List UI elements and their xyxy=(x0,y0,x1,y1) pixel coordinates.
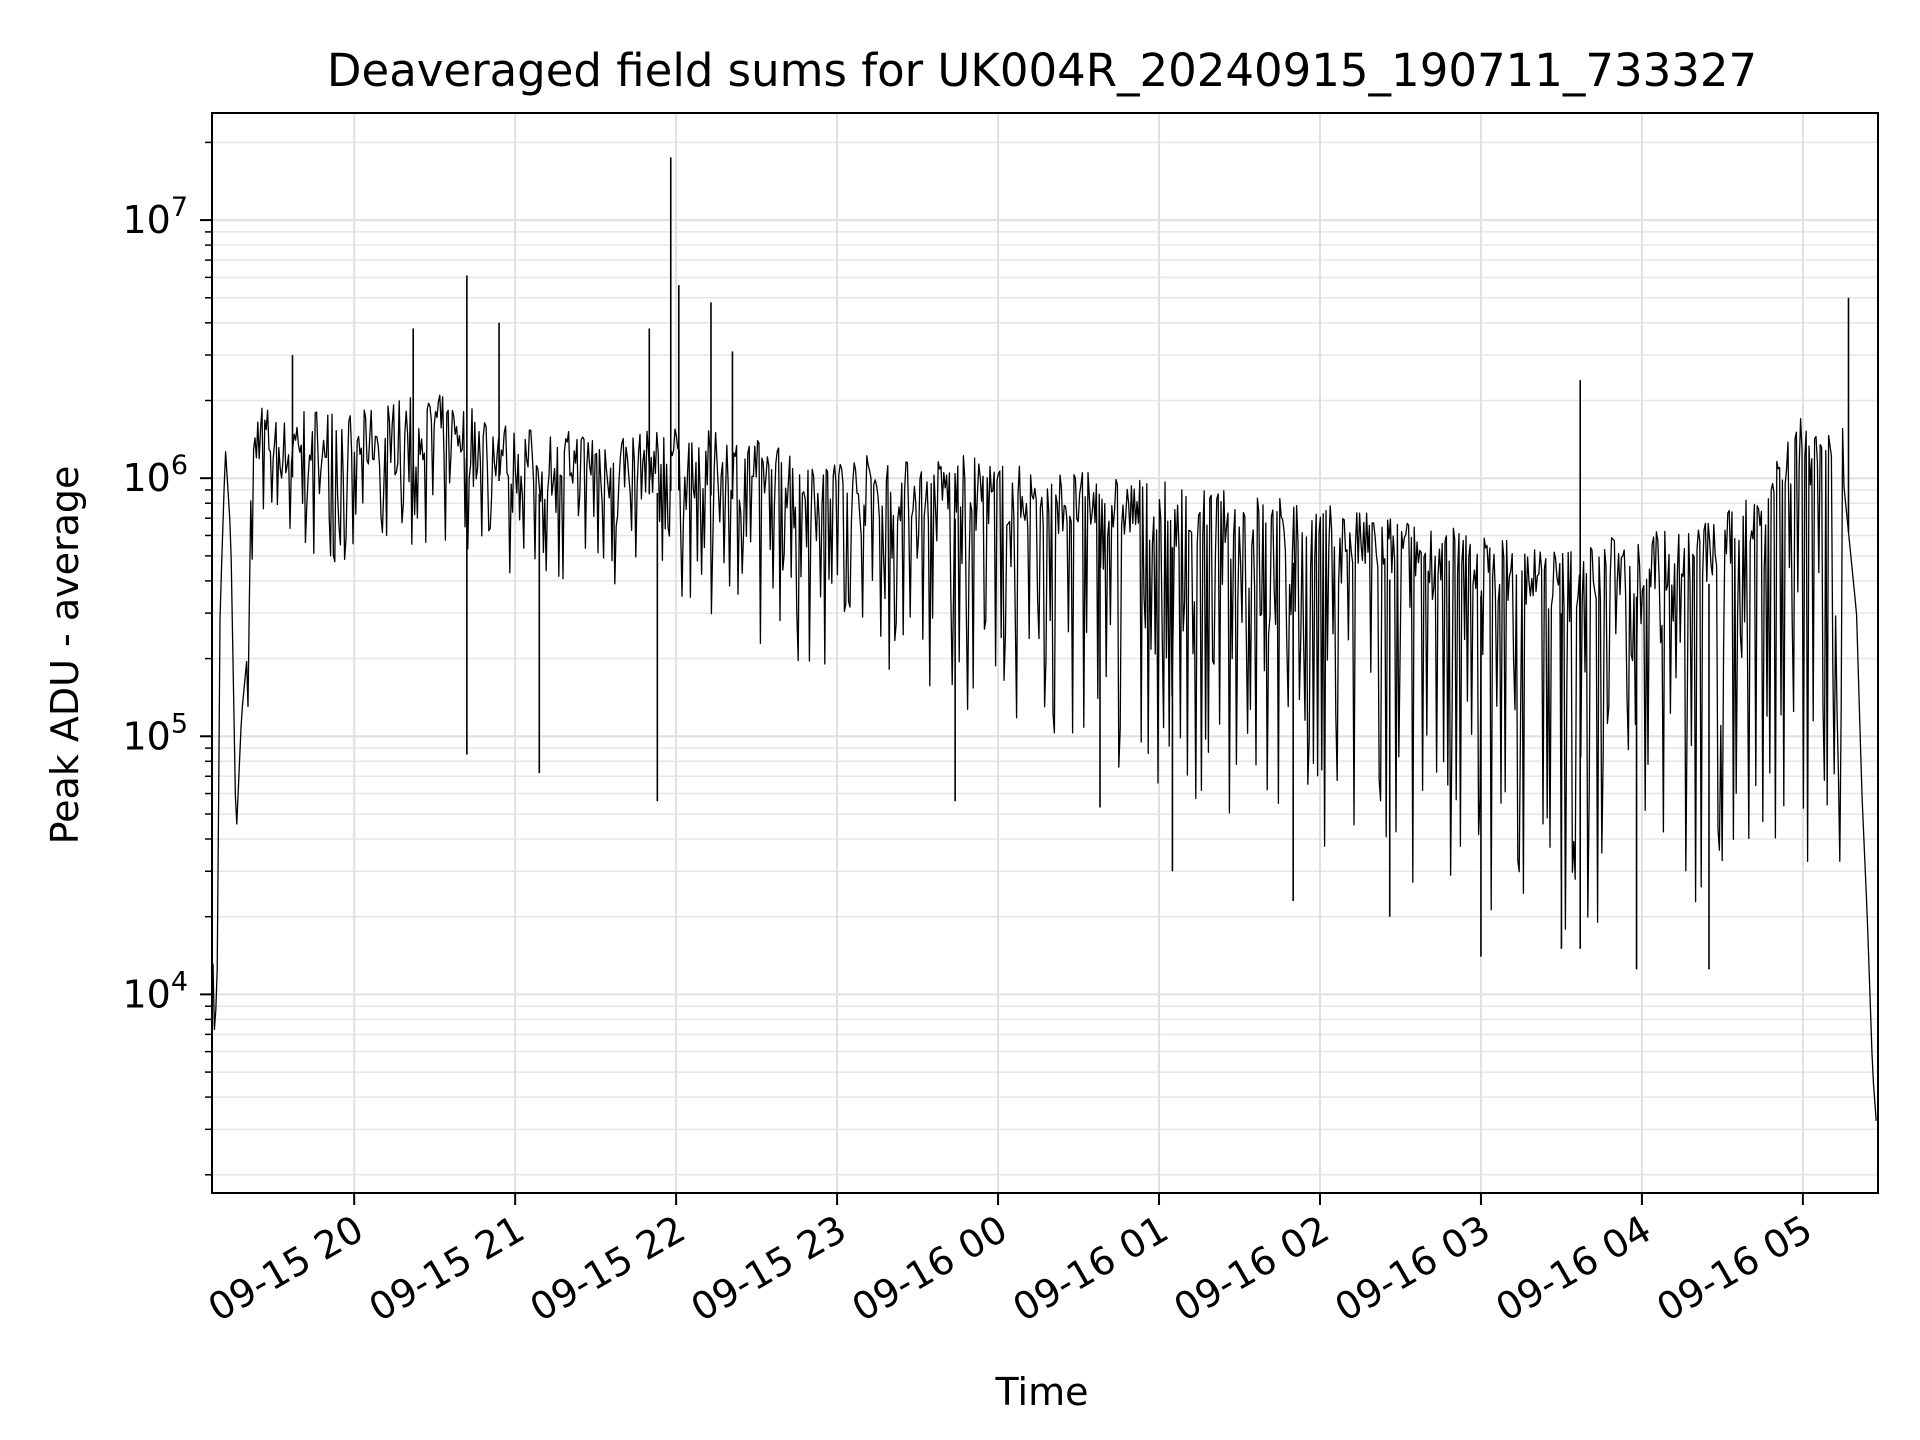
y-tick-label: 104 xyxy=(122,966,188,1016)
series-layer xyxy=(212,157,1877,1121)
chart-title: Deaveraged field sums for UK004R_2024091… xyxy=(327,44,1757,97)
axes-frame xyxy=(211,112,1879,1194)
x-axis-label: Time xyxy=(995,1370,1089,1414)
y-tick-label: 106 xyxy=(122,450,188,500)
series-line xyxy=(212,394,1877,1121)
y-axis-label: Peak ADU - average xyxy=(43,466,87,845)
y-tick-label: 107 xyxy=(122,192,188,242)
grid-lines xyxy=(212,113,1878,1193)
y-tick-label: 105 xyxy=(122,708,188,758)
